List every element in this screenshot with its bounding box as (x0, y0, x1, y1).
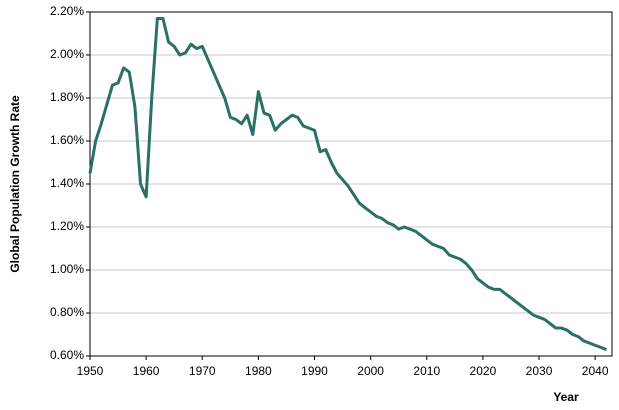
x-tick-label: 1990 (301, 364, 328, 378)
x-tick-label: 2010 (413, 364, 440, 378)
plot-frame (89, 11, 613, 357)
x-tick-label: 1960 (133, 364, 160, 378)
y-tick-label: 1.00% (50, 262, 84, 276)
x-tick-label: 1980 (245, 364, 272, 378)
x-tick-label: 2020 (470, 364, 497, 378)
y-tick-label: 1.20% (50, 219, 84, 233)
y-tick-label: 1.60% (50, 133, 84, 147)
x-tick-label: 1970 (189, 364, 216, 378)
x-tick-label: 2040 (582, 364, 609, 378)
x-tick-label: 1950 (77, 364, 104, 378)
y-tick-label: 1.40% (50, 176, 84, 190)
y-tick-label: 0.80% (50, 305, 84, 319)
x-tick-label: 2030 (526, 364, 553, 378)
y-tick-label: 2.20% (50, 4, 84, 18)
x-tick-label: 2000 (357, 364, 384, 378)
y-axis-title: Global Population Growth Rate (8, 95, 22, 273)
y-tick-label: 1.80% (50, 90, 84, 104)
line (88, 16, 607, 351)
x-axis-title: Year (553, 390, 579, 404)
y-tick-label: 0.60% (50, 348, 84, 362)
y-tick-label: 2.00% (50, 47, 84, 61)
